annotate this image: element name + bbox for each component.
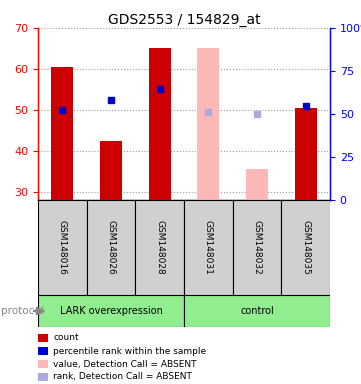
Bar [149,48,171,200]
Text: GSM148028: GSM148028 [155,220,164,275]
Text: count: count [53,333,79,343]
Bar [233,200,281,295]
Bar [295,108,317,200]
Text: LARK overexpression: LARK overexpression [60,306,162,316]
Bar [246,169,268,200]
Bar [184,295,330,327]
Text: rank, Detection Call = ABSENT: rank, Detection Call = ABSENT [53,372,192,381]
Bar [197,48,219,200]
Text: GSM148016: GSM148016 [58,220,67,275]
Text: GSM148035: GSM148035 [301,220,310,275]
Bar [51,67,73,200]
Title: GDS2553 / 154829_at: GDS2553 / 154829_at [108,13,260,27]
Text: control: control [240,306,274,316]
Bar [38,295,184,327]
Bar [281,200,330,295]
Text: GSM148032: GSM148032 [252,220,261,275]
Bar [38,200,87,295]
Bar [184,200,233,295]
Bar [87,200,135,295]
Text: protocol: protocol [1,306,43,316]
Text: percentile rank within the sample: percentile rank within the sample [53,346,206,356]
Bar [135,200,184,295]
Text: value, Detection Call = ABSENT: value, Detection Call = ABSENT [53,359,196,369]
Bar [100,141,122,200]
Text: GSM148026: GSM148026 [106,220,116,275]
Text: GSM148031: GSM148031 [204,220,213,275]
